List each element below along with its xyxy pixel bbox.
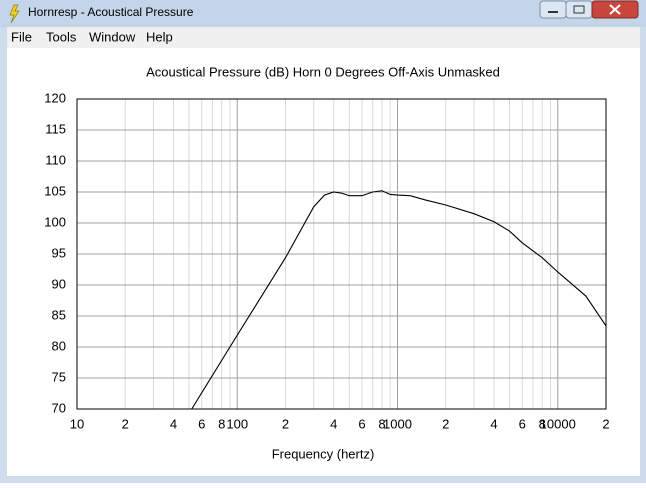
- menu-item[interactable]: Help: [146, 29, 173, 44]
- y-tick-label: 80: [52, 338, 66, 353]
- menu-item[interactable]: File: [11, 29, 32, 44]
- x-tick-label: 2: [602, 416, 609, 431]
- chart-title: Acoustical Pressure (dB) Horn 0 Degrees …: [146, 64, 500, 79]
- y-tick-label: 85: [52, 307, 66, 322]
- x-tick-label: 4: [170, 416, 177, 431]
- x-tick-label: 8: [378, 416, 385, 431]
- y-tick-label: 75: [52, 369, 66, 384]
- x-tick-label: 1000: [383, 416, 412, 431]
- x-tick-label: 8: [539, 416, 546, 431]
- y-tick-label: 70: [52, 400, 66, 415]
- title-bar: [0, 0, 646, 27]
- y-tick-label: 115: [45, 121, 66, 136]
- close-icon: [609, 4, 621, 15]
- x-tick-label: 10: [70, 416, 84, 431]
- menu-item[interactable]: Window: [89, 29, 136, 44]
- window-title: Hornresp - Acoustical Pressure: [28, 5, 194, 19]
- x-tick-label: 6: [358, 416, 365, 431]
- x-tick-label: 4: [330, 416, 337, 431]
- menu-item[interactable]: Tools: [46, 29, 77, 44]
- x-tick-label: 8: [218, 416, 225, 431]
- maximize-icon: [573, 5, 585, 14]
- minimize-button[interactable]: [539, 0, 567, 19]
- y-tick-label: 95: [52, 245, 66, 260]
- x-tick-label: 2: [122, 416, 129, 431]
- chart-area: [7, 48, 640, 476]
- maximize-button[interactable]: [565, 0, 593, 19]
- response-curve: [191, 190, 607, 410]
- x-tick-label: 2: [282, 416, 289, 431]
- x-axis-label: Frequency (hertz): [272, 446, 375, 461]
- x-tick-label: 10000: [540, 416, 576, 431]
- y-tick-label: 120: [44, 90, 66, 105]
- x-tick-label: 4: [490, 416, 497, 431]
- menu-bar: [7, 27, 640, 48]
- y-tick-label: 90: [52, 276, 66, 291]
- y-tick-label: 105: [44, 183, 66, 198]
- y-tick-label: 100: [44, 214, 66, 229]
- app-icon: [9, 4, 20, 24]
- y-tick-label: 110: [45, 152, 66, 167]
- x-tick-label: 2: [442, 416, 449, 431]
- x-tick-label: 6: [519, 416, 526, 431]
- plot-border: [76, 98, 607, 410]
- x-tick-label: 6: [198, 416, 205, 431]
- x-tick-label: 100: [226, 416, 248, 431]
